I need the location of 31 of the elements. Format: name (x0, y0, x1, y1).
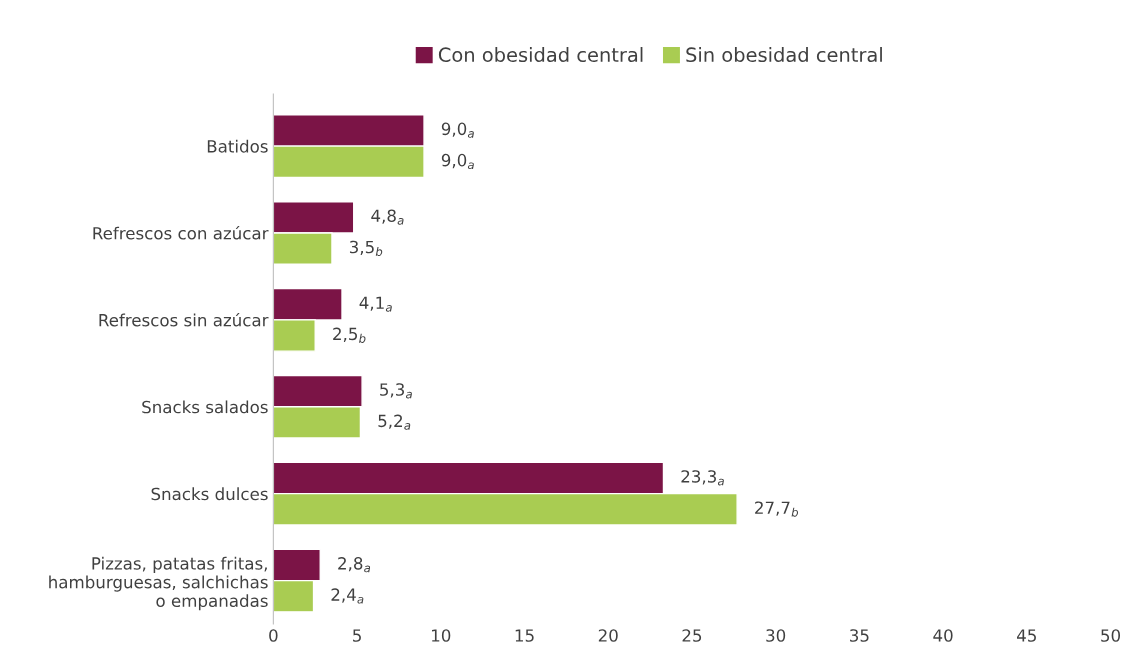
x-tick-label: 50 (1101, 629, 1121, 642)
x-tick-label: 20 (598, 629, 618, 642)
x-tick-label: 25 (682, 629, 702, 642)
data-label: 4,1$_{a}$ (359, 296, 392, 312)
x-tick-label: 35 (850, 629, 869, 642)
data-label: 5,2$_{a}$ (378, 414, 411, 430)
x-tick-label: 0 (269, 629, 278, 642)
y-tick-label: Pizzas, patatas fritas, hamburguesas, salchichas o empanadas (49, 556, 268, 611)
x-tick-label: 30 (766, 629, 786, 642)
x-tick-label: 40 (933, 629, 953, 642)
data-label: 4,8$_{a}$ (371, 209, 404, 225)
data-label: 3,5$_{b}$ (349, 240, 383, 256)
y-tick-label: Snacks dulces (151, 487, 268, 501)
y-tick-label: Snacks salados (142, 400, 268, 414)
legend-label: Con obesidad central (438, 47, 643, 63)
data-label: 2,4$_{a}$ (331, 588, 364, 604)
y-tick-label: Refrescos sin azúcar (99, 312, 269, 327)
data-label: 23,3$_{a}$ (681, 470, 724, 486)
y-tick-label: Refrescos con azúcar (93, 225, 269, 240)
data-label: 2,5$_{b}$ (333, 327, 366, 343)
data-label: 5,3$_{a}$ (380, 383, 412, 399)
x-tick-label: 45 (1017, 629, 1036, 642)
y-tick-label: Batidos (207, 139, 268, 153)
x-tick-label: 5 (353, 629, 361, 642)
x-tick-label: 15 (515, 629, 534, 642)
data-label: 27,7$_{b}$ (755, 501, 799, 517)
data-label: 2,8$_{a}$ (338, 557, 371, 573)
data-label: 9,0$_{a}$ (441, 122, 474, 138)
legend-label: Sin obesidad central (686, 47, 882, 63)
x-tick-label: 10 (432, 629, 451, 642)
data-label: 9,0$_{a}$ (441, 153, 474, 170)
